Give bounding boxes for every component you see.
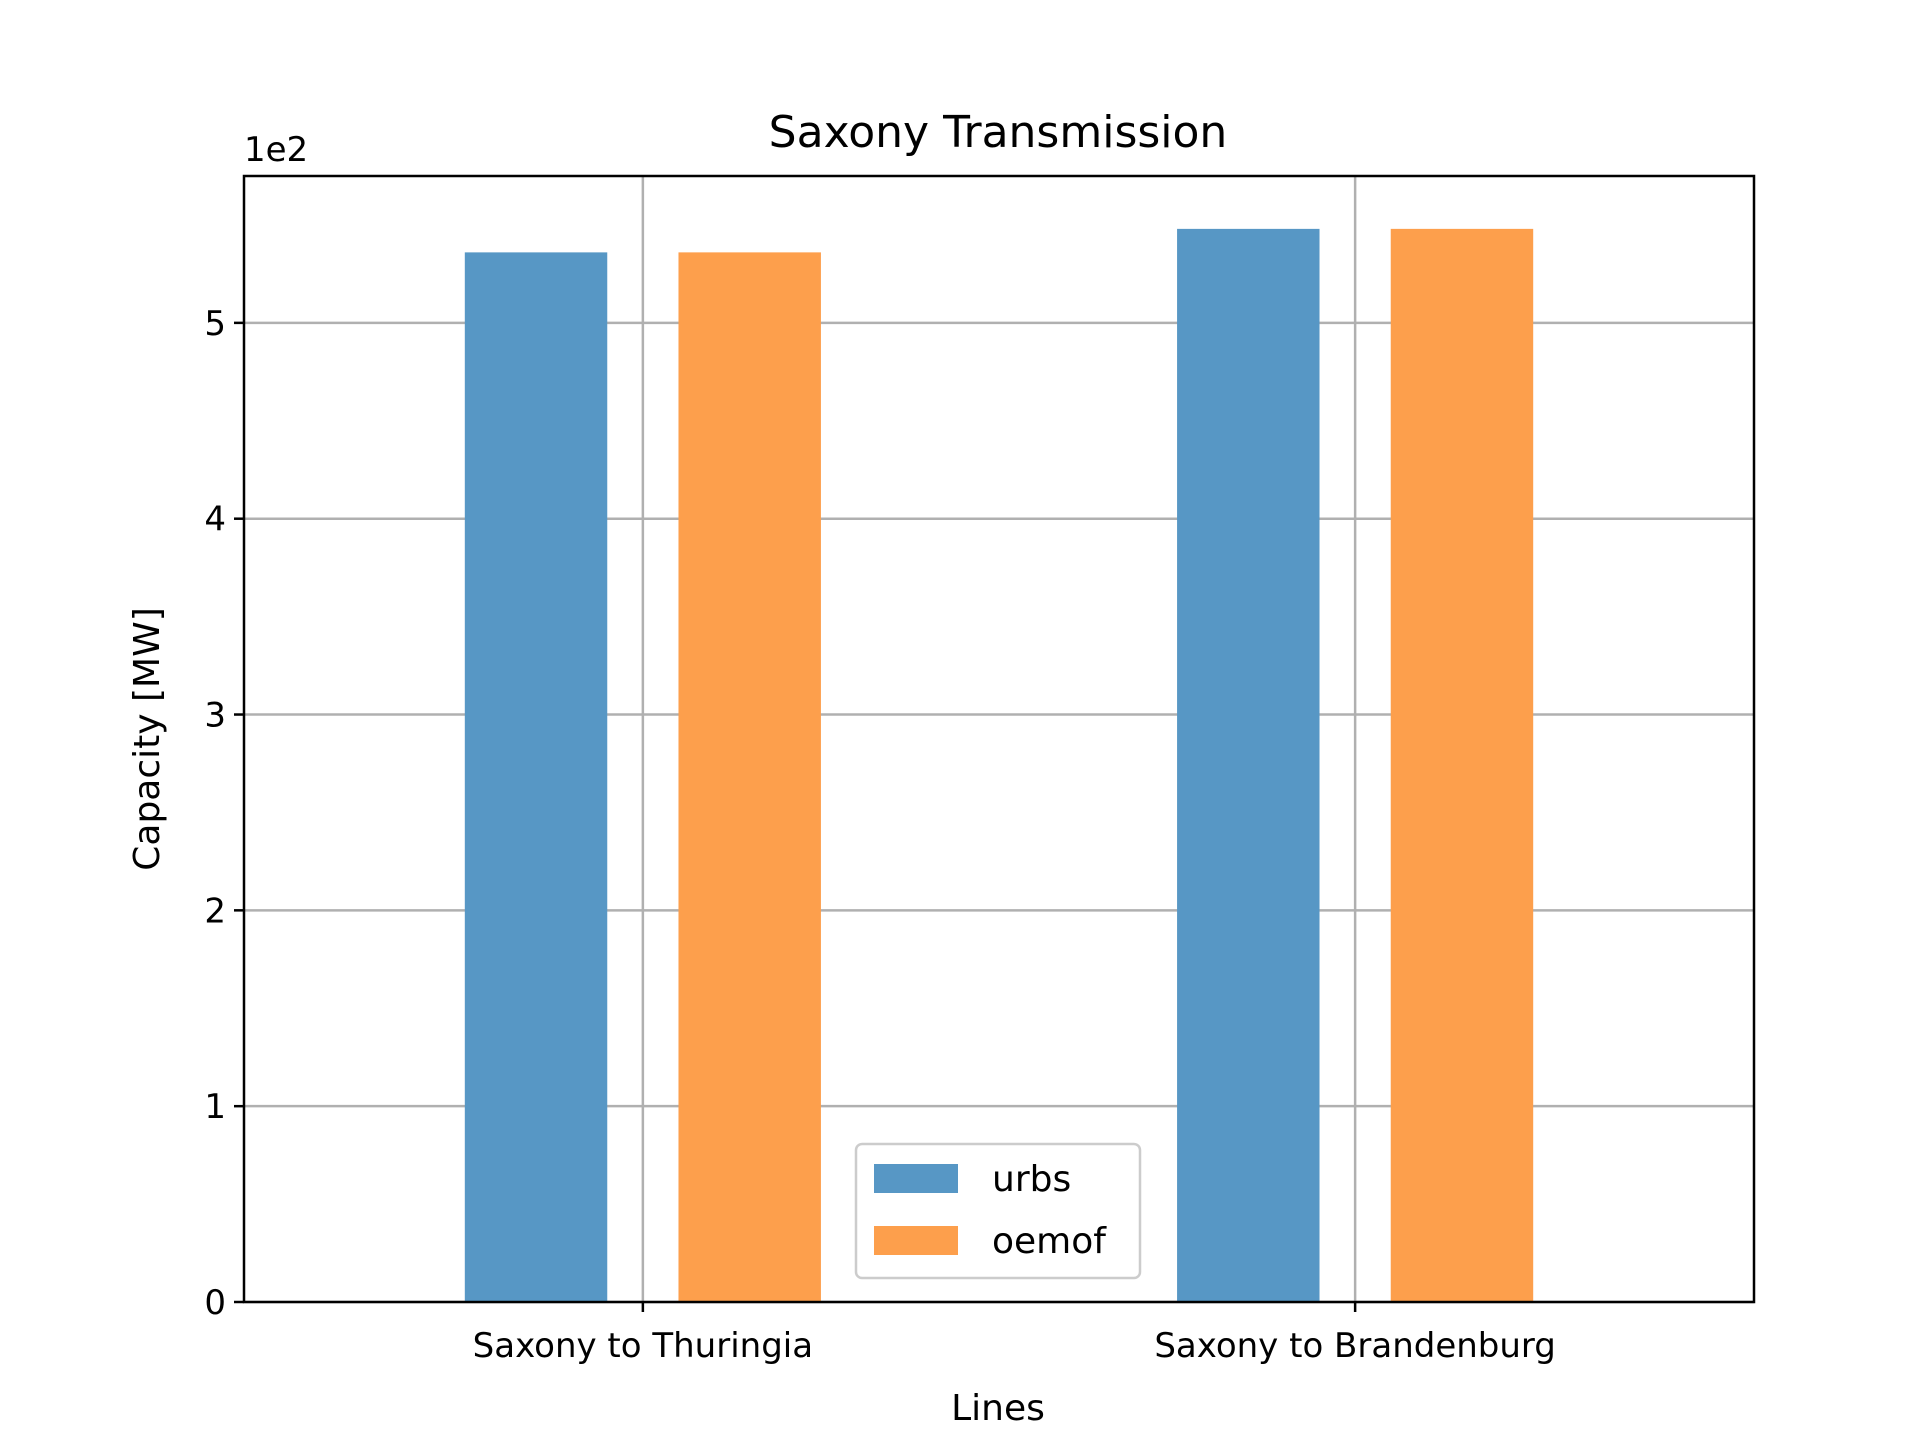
bars [464, 228, 1534, 1302]
bar-urbs [464, 252, 608, 1302]
legend-label-oemof: oemof [992, 1221, 1107, 1262]
x-axis-label: Lines [951, 1388, 1045, 1429]
y-tick-label: 1 [204, 1087, 226, 1127]
bar-urbs [1177, 228, 1320, 1302]
axis-ticks: 0 1 2 3 4 5 Saxony to Thuringia Saxony to Brand… [204, 304, 1556, 1366]
legend-swatch-oemof [874, 1226, 958, 1255]
y-tick-label: 2 [204, 891, 226, 931]
y-tick-label: 3 [204, 696, 226, 736]
y-tick-label: 0 [204, 1283, 226, 1323]
legend: urbs oemof [854, 1142, 1142, 1280]
chart-title: Saxony Transmission [769, 107, 1228, 158]
x-tick-label: Saxony to Thuringia [473, 1326, 813, 1366]
plot-frame [242, 174, 1756, 1304]
y-tick-label: 5 [204, 304, 226, 344]
y-tick-label: 4 [204, 500, 226, 540]
y-axis-label: Capacity [MW] [127, 607, 168, 871]
legend-label-urbs: urbs [992, 1159, 1071, 1200]
x-tick-label: Saxony to Brandenburg [1154, 1326, 1556, 1366]
bar-oemof [678, 252, 821, 1302]
bar-oemof [1390, 228, 1534, 1302]
legend-swatch-urbs [874, 1164, 958, 1193]
y-offset-label: 1e2 [244, 130, 308, 170]
